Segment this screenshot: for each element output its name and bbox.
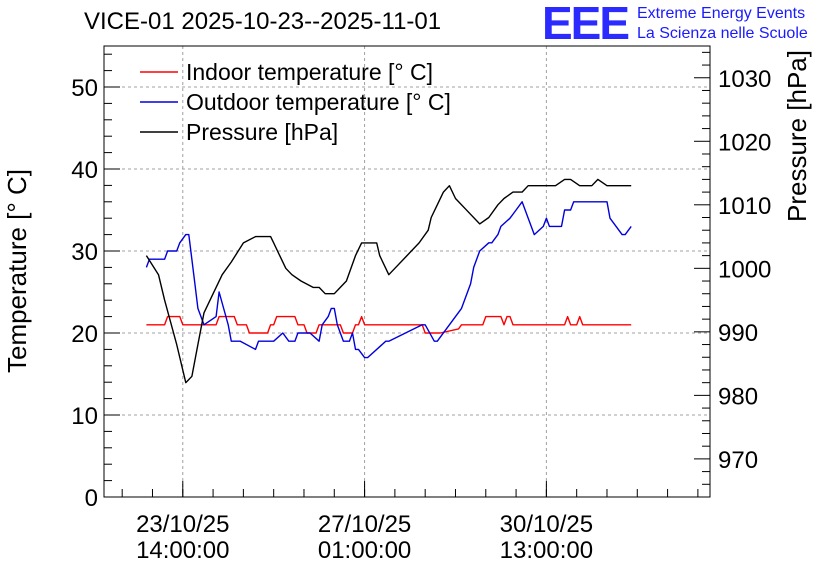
axis-layer: 01020304050970980990100010101020103023/1…: [71, 51, 771, 564]
y-tick-label: 30: [71, 239, 98, 266]
y2-tick-label: 1010: [718, 193, 771, 220]
x-tick-date-label: 30/10/25: [500, 511, 593, 538]
series-layer: [145, 178, 632, 384]
y2-tick-label: 970: [718, 447, 758, 474]
y2-tick-label: 990: [718, 320, 758, 347]
chart-title: VICE-01 2025-10-23--2025-11-01: [84, 8, 442, 35]
y2-tick-label: 1000: [718, 256, 771, 283]
series-line-pressure: [145, 178, 632, 384]
y-tick-label: 0: [85, 485, 98, 512]
series-line-outdoor: [145, 201, 632, 359]
y2-axis-label: Pressure [hPa]: [782, 50, 812, 222]
x-tick-time-label: 01:00:00: [318, 537, 411, 564]
logo-subtitle-line-2: La Scienza nelle Scuole: [637, 25, 808, 42]
y2-tick-label: 1030: [718, 66, 771, 93]
legend-label: Pressure [hPa]: [186, 119, 338, 145]
eee-logo: EEE: [542, 0, 630, 49]
legend: Indoor temperature [° C] Outdoor temperat…: [140, 59, 451, 145]
plot-frame: [103, 45, 711, 498]
y-axis-label: Temperature [° C]: [2, 169, 32, 373]
y-tick-label: 10: [71, 403, 98, 430]
x-tick-time-label: 14:00:00: [136, 537, 229, 564]
legend-label: Indoor temperature [° C]: [186, 59, 433, 85]
x-tick-date-label: 23/10/25: [136, 511, 229, 538]
y-tick-label: 40: [71, 157, 98, 184]
series-line-indoor: [146, 315, 632, 334]
x-tick-date-label: 27/10/25: [318, 511, 411, 538]
y-tick-label: 50: [71, 75, 98, 102]
y2-tick-label: 980: [718, 383, 758, 410]
x-tick-time-label: 13:00:00: [500, 537, 593, 564]
logo-subtitle-line-1: Extreme Energy Events: [637, 5, 806, 22]
y2-tick-label: 1020: [718, 129, 771, 156]
legend-label: Outdoor temperature [° C]: [186, 89, 451, 115]
y-tick-label: 20: [71, 321, 98, 348]
